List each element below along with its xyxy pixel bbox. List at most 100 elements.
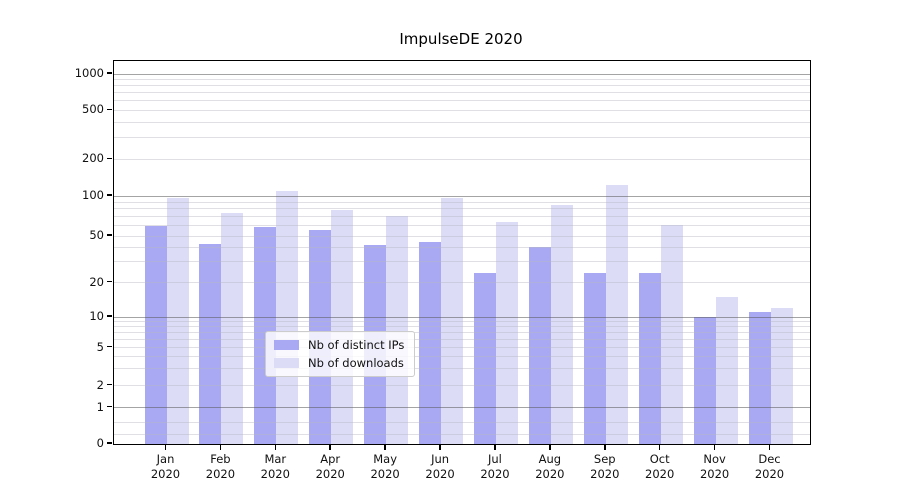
x-label-month: Jun xyxy=(431,452,450,466)
x-label-month: May xyxy=(373,452,398,466)
gridline-major xyxy=(114,316,810,318)
y-axis-tick-label: 500 xyxy=(82,102,104,117)
x-axis-tick-label: Jan 2020 xyxy=(136,452,196,482)
x-axis-tick-label: May 2020 xyxy=(355,452,415,482)
gridline-minor xyxy=(114,109,810,111)
x-label-month: Dec xyxy=(758,452,781,466)
y-axis-tick-label: 200 xyxy=(82,151,104,166)
x-axis-tick-label: Oct 2020 xyxy=(630,452,690,482)
gridline-major xyxy=(114,407,810,408)
gridline-minor xyxy=(114,79,810,81)
x-label-month: Apr xyxy=(320,452,341,466)
bar-distinct-ips xyxy=(583,273,606,444)
x-axis-tick xyxy=(164,445,167,450)
legend-label-downloads: Nb of downloads xyxy=(308,356,404,370)
gridline-minor xyxy=(114,338,810,340)
legend-item-downloads: Nb of downloads xyxy=(274,356,404,370)
bar-distinct-ips xyxy=(473,273,496,444)
x-axis-tick-label: Jul 2020 xyxy=(465,452,525,482)
y-axis-tick xyxy=(107,108,112,111)
x-label-year: 2020 xyxy=(754,467,785,481)
gridline-minor xyxy=(114,100,810,102)
x-axis-tick xyxy=(219,445,222,450)
gridline-minor xyxy=(114,282,810,283)
y-axis-tick-label: 100 xyxy=(82,188,104,202)
bar-downloads xyxy=(770,307,793,444)
y-axis-tick xyxy=(107,345,112,348)
x-label-year: 2020 xyxy=(315,467,345,481)
gridline-minor xyxy=(114,368,810,370)
x-axis-tick xyxy=(439,445,441,450)
bar-distinct-ips xyxy=(693,317,716,444)
y-axis-tick-label: 1 xyxy=(96,399,104,414)
x-label-year: 2020 xyxy=(205,467,236,481)
gridline-minor xyxy=(114,92,810,94)
x-label-month: Aug xyxy=(538,452,562,466)
bar-distinct-ips xyxy=(528,247,551,444)
y-axis-tick xyxy=(107,72,112,74)
bar-downloads xyxy=(550,204,573,444)
x-label-year: 2020 xyxy=(370,467,400,481)
x-label-year: 2020 xyxy=(535,467,565,481)
downloads-color-swatch xyxy=(274,358,299,368)
gridline-minor xyxy=(114,385,810,386)
bar-downloads xyxy=(441,198,464,444)
x-axis-tick xyxy=(604,445,606,450)
y-axis-tick xyxy=(107,280,112,283)
gridline-minor xyxy=(114,261,810,263)
x-label-year: 2020 xyxy=(645,467,675,481)
x-label-year: 2020 xyxy=(260,467,290,481)
plot-area xyxy=(113,60,811,445)
x-label-year: 2020 xyxy=(150,467,181,481)
x-axis-tick-label: Mar 2020 xyxy=(245,452,305,482)
legend-item-distinct-ips: Nb of distinct IPs xyxy=(274,338,404,352)
x-label-year: 2020 xyxy=(480,467,510,481)
gridline-minor xyxy=(114,326,810,328)
gridline-minor xyxy=(114,235,810,237)
x-axis-tick xyxy=(329,445,331,450)
bar-downloads xyxy=(605,185,628,444)
bar-distinct-ips xyxy=(199,243,222,444)
gridline-minor xyxy=(114,208,810,210)
gridline-minor xyxy=(114,121,810,123)
gridline-major xyxy=(114,73,810,75)
x-axis-tick xyxy=(494,445,496,450)
x-axis-tick xyxy=(274,445,277,450)
gridline-minor xyxy=(114,158,810,160)
y-axis-tick-label: 0 xyxy=(96,436,104,450)
chart-title: ImpulseDE 2020 xyxy=(399,30,523,48)
gridline-minor xyxy=(114,224,810,226)
x-label-year: 2020 xyxy=(425,467,455,481)
legend-label-distinct-ips: Nb of distinct IPs xyxy=(308,338,405,352)
x-axis-tick-label: Sep 2020 xyxy=(575,452,635,482)
gridline-minor xyxy=(114,422,810,424)
bar-distinct-ips xyxy=(748,312,771,444)
x-label-month: Jan xyxy=(156,452,175,466)
y-axis-tick xyxy=(107,383,112,386)
gridline-minor xyxy=(114,321,810,323)
bar-distinct-ips xyxy=(419,242,442,444)
ips-color-swatch xyxy=(274,340,299,350)
x-label-year: 2020 xyxy=(590,467,620,481)
y-axis-tick-label: 2 xyxy=(96,377,104,392)
y-axis-tick xyxy=(107,194,112,196)
x-axis-tick-label: Feb 2020 xyxy=(190,452,250,482)
x-axis-tick xyxy=(713,445,716,450)
y-axis-tick-label: 1000 xyxy=(74,66,104,80)
x-label-month: Oct xyxy=(649,452,670,466)
gridline-minor xyxy=(114,246,810,248)
bar-downloads xyxy=(331,210,354,444)
gridline-minor xyxy=(114,433,810,435)
y-axis-tick xyxy=(107,157,112,160)
gridline-minor xyxy=(114,201,810,203)
y-axis-tick-label: 20 xyxy=(89,274,104,289)
bar-downloads xyxy=(166,198,189,444)
x-axis-tick-label: Aug 2020 xyxy=(520,452,580,482)
gridline-minor xyxy=(114,332,810,334)
gridline-minor xyxy=(114,216,810,218)
x-axis-tick-label: Jun 2020 xyxy=(410,452,470,482)
y-axis-tick xyxy=(107,315,112,317)
x-axis-tick-label: Nov 2020 xyxy=(685,452,745,482)
bar-distinct-ips xyxy=(638,273,661,444)
